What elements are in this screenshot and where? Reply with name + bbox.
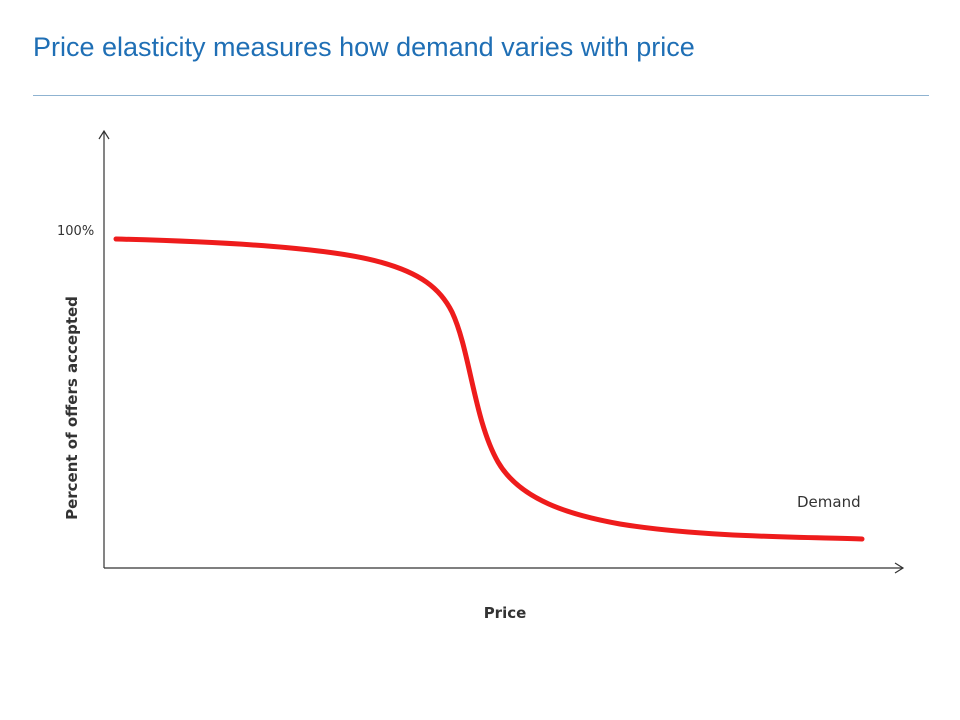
title-divider xyxy=(33,95,929,96)
y-axis-arrow xyxy=(98,129,110,140)
slide-title: Price elasticity measures how demand var… xyxy=(33,32,695,62)
x-axis-arrow xyxy=(894,562,905,574)
demand-curve-label: Demand xyxy=(797,493,861,511)
demand-curve xyxy=(113,236,865,542)
y-axis-label: Percent of offers accepted xyxy=(63,296,81,520)
axes xyxy=(98,129,905,574)
y-tick-100-percent: 100% xyxy=(57,224,94,239)
x-axis-label: Price xyxy=(484,604,527,622)
